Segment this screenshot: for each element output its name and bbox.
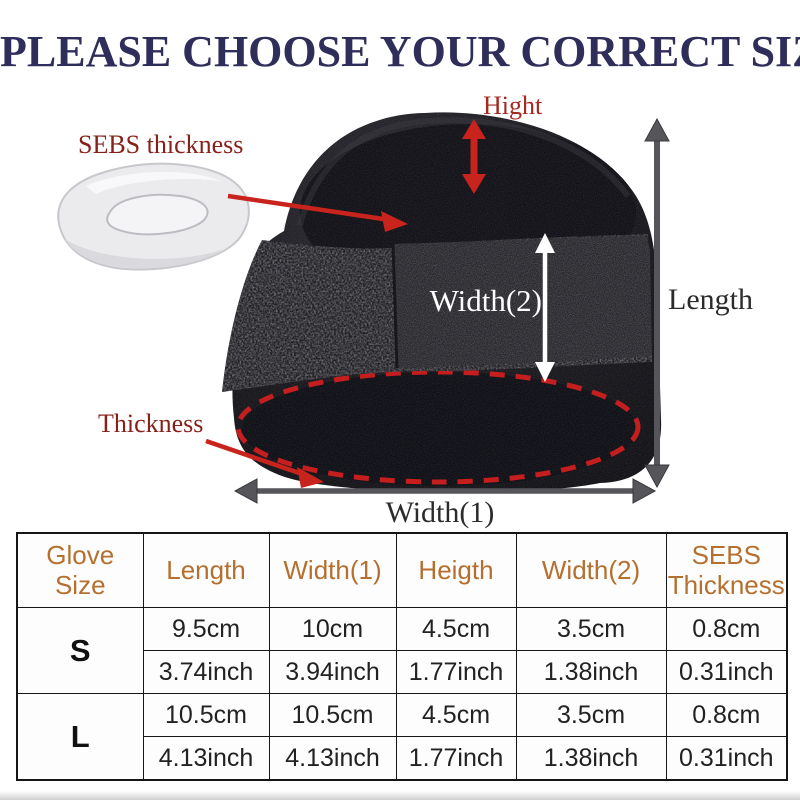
- width2-label: Width(2): [429, 283, 542, 318]
- table-row-s-cm: S 9.5cm 10cm 4.5cm 3.5cm 0.8cm: [16, 607, 788, 694]
- cell-s-height-inch: 1.77inch: [395, 650, 517, 694]
- cell-s-width2-inch: 1.38inch: [515, 650, 667, 694]
- cell-s-width2-cm: 3.5cm: [515, 607, 667, 651]
- width1-arrow: [233, 478, 657, 504]
- sebs-thickness-label: SEBS thickness: [78, 130, 244, 159]
- size-cell-l: L: [16, 693, 144, 781]
- cell-l-height-cm: 4.5cm: [395, 693, 517, 737]
- velcro-strap: [222, 234, 652, 392]
- cell-l-width2-inch: 1.38inch: [515, 736, 667, 781]
- cell-l-width2-cm: 3.5cm: [515, 693, 667, 737]
- sebs-pointer-arrow: [227, 193, 408, 232]
- table-row-l-cm: L 10.5cm 10.5cm 4.5cm 3.5cm 0.8cm: [16, 693, 788, 781]
- gel-insert-image: [57, 162, 250, 271]
- glove-rim-highlight: [297, 117, 631, 226]
- col-header-glove-size: Glove Size: [16, 532, 144, 608]
- length-label: Length: [668, 283, 753, 316]
- cell-s-length-inch: 3.74inch: [142, 650, 270, 694]
- col-header-length: Length: [142, 532, 270, 608]
- bottom-edge-strip: [0, 791, 800, 800]
- cell-l-width1-cm: 10.5cm: [268, 693, 397, 737]
- col-header-width2: Width(2): [515, 532, 667, 608]
- cell-l-sebs-cm: 0.8cm: [665, 693, 788, 737]
- thickness-pointer-arrow: [205, 438, 324, 488]
- thickness-label: Thickness: [98, 409, 204, 438]
- hight-arrow: [462, 119, 486, 194]
- cell-l-width1-inch: 4.13inch: [268, 736, 397, 781]
- col-header-sebs-thickness: SEBS Thickness: [665, 532, 788, 608]
- col-header-heigth: Heigth: [395, 532, 517, 608]
- width1-label: Width(1): [385, 496, 495, 529]
- cell-l-height-inch: 1.77inch: [395, 736, 517, 781]
- cell-s-height-cm: 4.5cm: [395, 607, 517, 651]
- table-row-l-inch: 4.13inch 4.13inch 1.77inch 1.38inch 0.31…: [17, 736, 788, 781]
- size-table: Glove Size Length Width(1) Heigth Width(…: [16, 532, 788, 781]
- cell-l-sebs-inch: 0.31inch: [665, 736, 788, 781]
- size-table-header-row: Glove Size Length Width(1) Heigth Width(…: [16, 532, 788, 608]
- cell-l-length-inch: 4.13inch: [142, 736, 270, 781]
- hight-label: Hight: [483, 91, 543, 120]
- cell-l-length-cm: 10.5cm: [142, 693, 270, 737]
- size-cell-s: S: [16, 607, 144, 694]
- cell-s-sebs-cm: 0.8cm: [665, 607, 788, 651]
- page-title: PLEASE CHOOSE YOUR CORRECT SIZE: [0, 27, 800, 76]
- col-header-width1: Width(1): [268, 532, 397, 608]
- cell-s-sebs-inch: 0.31inch: [665, 650, 788, 694]
- cell-s-width1-inch: 3.94inch: [268, 650, 397, 694]
- length-arrow: [644, 117, 670, 489]
- strap-seam: [391, 243, 399, 369]
- red-dashed-stitching: [235, 369, 641, 485]
- width2-arrow: [535, 233, 555, 382]
- cell-s-length-cm: 9.5cm: [142, 607, 270, 651]
- cell-s-width1-cm: 10cm: [268, 607, 397, 651]
